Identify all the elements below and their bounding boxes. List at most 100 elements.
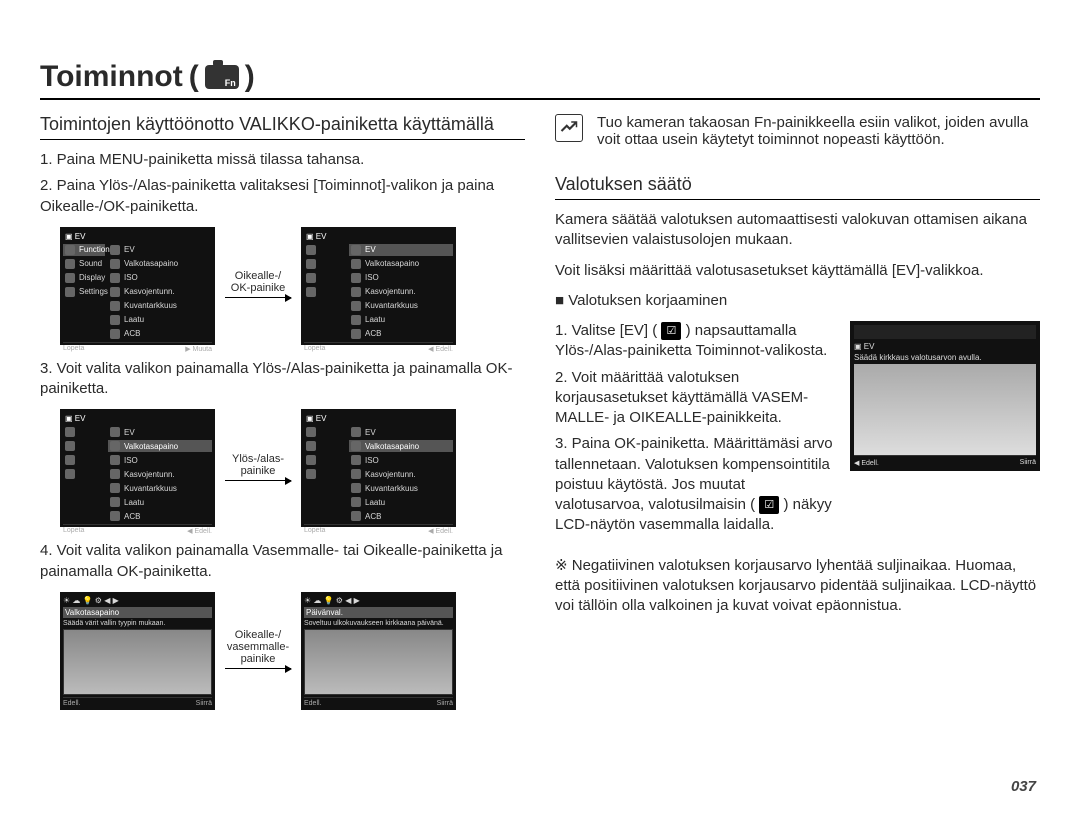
step-3: 3. Voit valita valikon painamalla Ylös-/… bbox=[40, 359, 525, 400]
screens-row-3: ☀ ☁ 💡 ⚙ ◀ ▶ Valkotasapaino Säädä värit v… bbox=[60, 592, 525, 710]
arrow-icon bbox=[225, 668, 291, 669]
ms-ritem: ACB bbox=[124, 329, 140, 338]
arrow-text: vasemmalle- bbox=[227, 641, 289, 653]
ms-ritem: EV bbox=[365, 245, 376, 254]
ms-ft-l: Lopeta bbox=[304, 345, 325, 353]
camera-fn-icon bbox=[205, 65, 239, 89]
ms-ritem: Kasvojentunn. bbox=[365, 470, 416, 479]
ev-ft-r: Siirrä bbox=[1020, 459, 1036, 467]
photo-msg: Säädä värit vallin tyypin mukaan. bbox=[63, 620, 212, 627]
ms-ritem: Kuvantarkkuus bbox=[124, 301, 177, 310]
ms-litem: Sound bbox=[79, 259, 102, 268]
ms-litem: Settings bbox=[79, 287, 108, 296]
menu-screen-2: ▣ EV EV Valkotasapaino ISO Kasvojentunn.… bbox=[301, 227, 456, 345]
ms-top-3: EV bbox=[75, 414, 86, 423]
note-box: Tuo kameran takaosan Fn-painikkeella esi… bbox=[555, 114, 1040, 148]
ev-shot-msg: Säädä kirkkaus valotusarvon avulla. bbox=[854, 351, 1036, 364]
ms-ritem: ACB bbox=[124, 512, 140, 521]
screens-row-1: ▣ EV Functions Sound Display Settings EV… bbox=[60, 227, 525, 345]
menu-screen-3: ▣ EV EV Valkotasapaino ISO Kasvojentunn.… bbox=[60, 409, 215, 527]
right-column: Tuo kameran takaosan Fn-painikkeella esi… bbox=[555, 114, 1040, 724]
title-paren-close: ) bbox=[245, 60, 255, 94]
ms-ft-l: Lopeta bbox=[304, 527, 325, 535]
arrow-text: OK-painike bbox=[231, 282, 285, 294]
ms-ritem: ISO bbox=[124, 273, 138, 282]
ms-ritem: Kuvantarkkuus bbox=[124, 484, 177, 493]
page-title: Toiminnot ( ) bbox=[40, 60, 1040, 94]
para-2: Voit lisäksi määrittää valotusasetukset … bbox=[555, 261, 1040, 281]
ms-ft-l: Lopeta bbox=[63, 527, 84, 535]
ev-step-3: 3. Paina OK-painiketta. Määrittämäsi arv… bbox=[555, 434, 838, 535]
ms-ritem: Valkotasapaino bbox=[124, 259, 178, 268]
ev-icon: ☑ bbox=[759, 496, 779, 514]
note-2: ※ Negatiivinen valotuksen korjausarvo ly… bbox=[555, 556, 1040, 617]
ms-ritem: EV bbox=[124, 245, 135, 254]
ms-ritem: Kasvojentunn. bbox=[124, 470, 175, 479]
ev-shot-top: EV bbox=[864, 342, 875, 351]
ms-ritem: EV bbox=[124, 428, 135, 437]
ms-ritem: Kuvantarkkuus bbox=[365, 484, 418, 493]
left-column: Toimintojen käyttöönotto VALIKKO-painike… bbox=[40, 114, 525, 724]
photo-msg2: Soveltuu ulkokuvaukseen kirkkaana päivän… bbox=[304, 620, 453, 627]
title-rule bbox=[40, 98, 1040, 100]
ev-row: 1. Valitse [EV] ( ☑ ) napsauttamalla Ylö… bbox=[555, 321, 1040, 542]
ev-screenshot: ▣ EV Säädä kirkkaus valotusarvon avulla.… bbox=[850, 321, 1040, 471]
arrow-text: Ylös-/alas- bbox=[232, 453, 284, 465]
ev-icon: ☑ bbox=[661, 322, 681, 340]
ms-top-2: EV bbox=[316, 232, 327, 241]
ms-ritem: ISO bbox=[124, 456, 138, 465]
ms-ritem: Laatu bbox=[365, 498, 385, 507]
ms-top-1: EV bbox=[75, 232, 86, 241]
ms-ritem: ISO bbox=[365, 456, 379, 465]
photo-screen-1: ☀ ☁ 💡 ⚙ ◀ ▶ Valkotasapaino Säädä värit v… bbox=[60, 592, 215, 710]
ms-ritem: Kasvojentunn. bbox=[365, 287, 416, 296]
ms-ft-r: Edell. bbox=[194, 528, 212, 535]
photo-top2: Päivänval. bbox=[306, 608, 343, 617]
ms-ft-r: Edell. bbox=[435, 528, 453, 535]
ev-step-1: 1. Valitse [EV] ( ☑ ) napsauttamalla Ylö… bbox=[555, 321, 838, 362]
step-4: 4. Voit valita valikon painamalla Vasemm… bbox=[40, 541, 525, 582]
ms-ft-l: Edell. bbox=[304, 700, 322, 707]
ms-ritem: Kuvantarkkuus bbox=[365, 301, 418, 310]
sub-heading: Valotuksen korjaaminen bbox=[555, 291, 1040, 311]
section-title-right: Valotuksen säätö bbox=[555, 174, 1040, 200]
arrow-icon bbox=[225, 480, 291, 481]
ms-ritem: ACB bbox=[365, 512, 381, 521]
arrow-label-2: Ylös-/alas- painike bbox=[225, 453, 291, 484]
ms-ritem: Valkotasapaino bbox=[124, 442, 178, 451]
para-1: Kamera säätää valotuksen automaattisesti… bbox=[555, 210, 1040, 251]
ms-ft-l: Lopeta bbox=[63, 345, 84, 353]
menu-screen-1: ▣ EV Functions Sound Display Settings EV… bbox=[60, 227, 215, 345]
ms-ritem: Valkotasapaino bbox=[365, 442, 419, 451]
step-1: 1. Paina MENU-painiketta missä tilassa t… bbox=[40, 150, 525, 170]
arrow-label-1: Oikealle-/ OK-painike bbox=[225, 270, 291, 301]
ms-litem: Display bbox=[79, 273, 105, 282]
ms-ft-r: Siirrä bbox=[437, 700, 453, 707]
ms-ritem: EV bbox=[365, 428, 376, 437]
ev-step-2: 2. Voit määrittää valotuksen korjausaset… bbox=[555, 368, 838, 429]
section-title-left: Toimintojen käyttöönotto VALIKKO-painike… bbox=[40, 114, 525, 140]
screens-row-2: ▣ EV EV Valkotasapaino ISO Kasvojentunn.… bbox=[60, 409, 525, 527]
ms-ritem: Laatu bbox=[365, 315, 385, 324]
ev-ft-l: Edell. bbox=[861, 460, 879, 467]
ms-ritem: Kasvojentunn. bbox=[124, 287, 175, 296]
ms-ritem: Laatu bbox=[124, 498, 144, 507]
ms-top-4: EV bbox=[316, 414, 327, 423]
arrow-text: painike bbox=[241, 653, 276, 665]
arrow-text: Oikealle-/ bbox=[235, 270, 281, 282]
arrow-text: painike bbox=[241, 465, 276, 477]
ms-ritem: Laatu bbox=[124, 315, 144, 324]
note-text: Tuo kameran takaosan Fn-painikkeella esi… bbox=[597, 114, 1040, 148]
arrow-label-3: Oikealle-/ vasemmalle- painike bbox=[225, 629, 291, 672]
title-text: Toiminnot bbox=[40, 60, 183, 94]
arrow-text: Oikealle-/ bbox=[235, 629, 281, 641]
photo-top: Valkotasapaino bbox=[65, 608, 119, 617]
ms-ft-r: Siirrä bbox=[196, 700, 212, 707]
ms-ritem: ISO bbox=[365, 273, 379, 282]
page-number: 037 bbox=[1011, 778, 1036, 795]
menu-screen-4: ▣ EV EV Valkotasapaino ISO Kasvojentunn.… bbox=[301, 409, 456, 527]
arrow-icon bbox=[225, 297, 291, 298]
ms-ritem: ACB bbox=[365, 329, 381, 338]
ms-ft-l: Edell. bbox=[63, 700, 81, 707]
photo-screen-2: ☀ ☁ 💡 ⚙ ◀ ▶ Päivänval. Soveltuu ulkokuva… bbox=[301, 592, 456, 710]
